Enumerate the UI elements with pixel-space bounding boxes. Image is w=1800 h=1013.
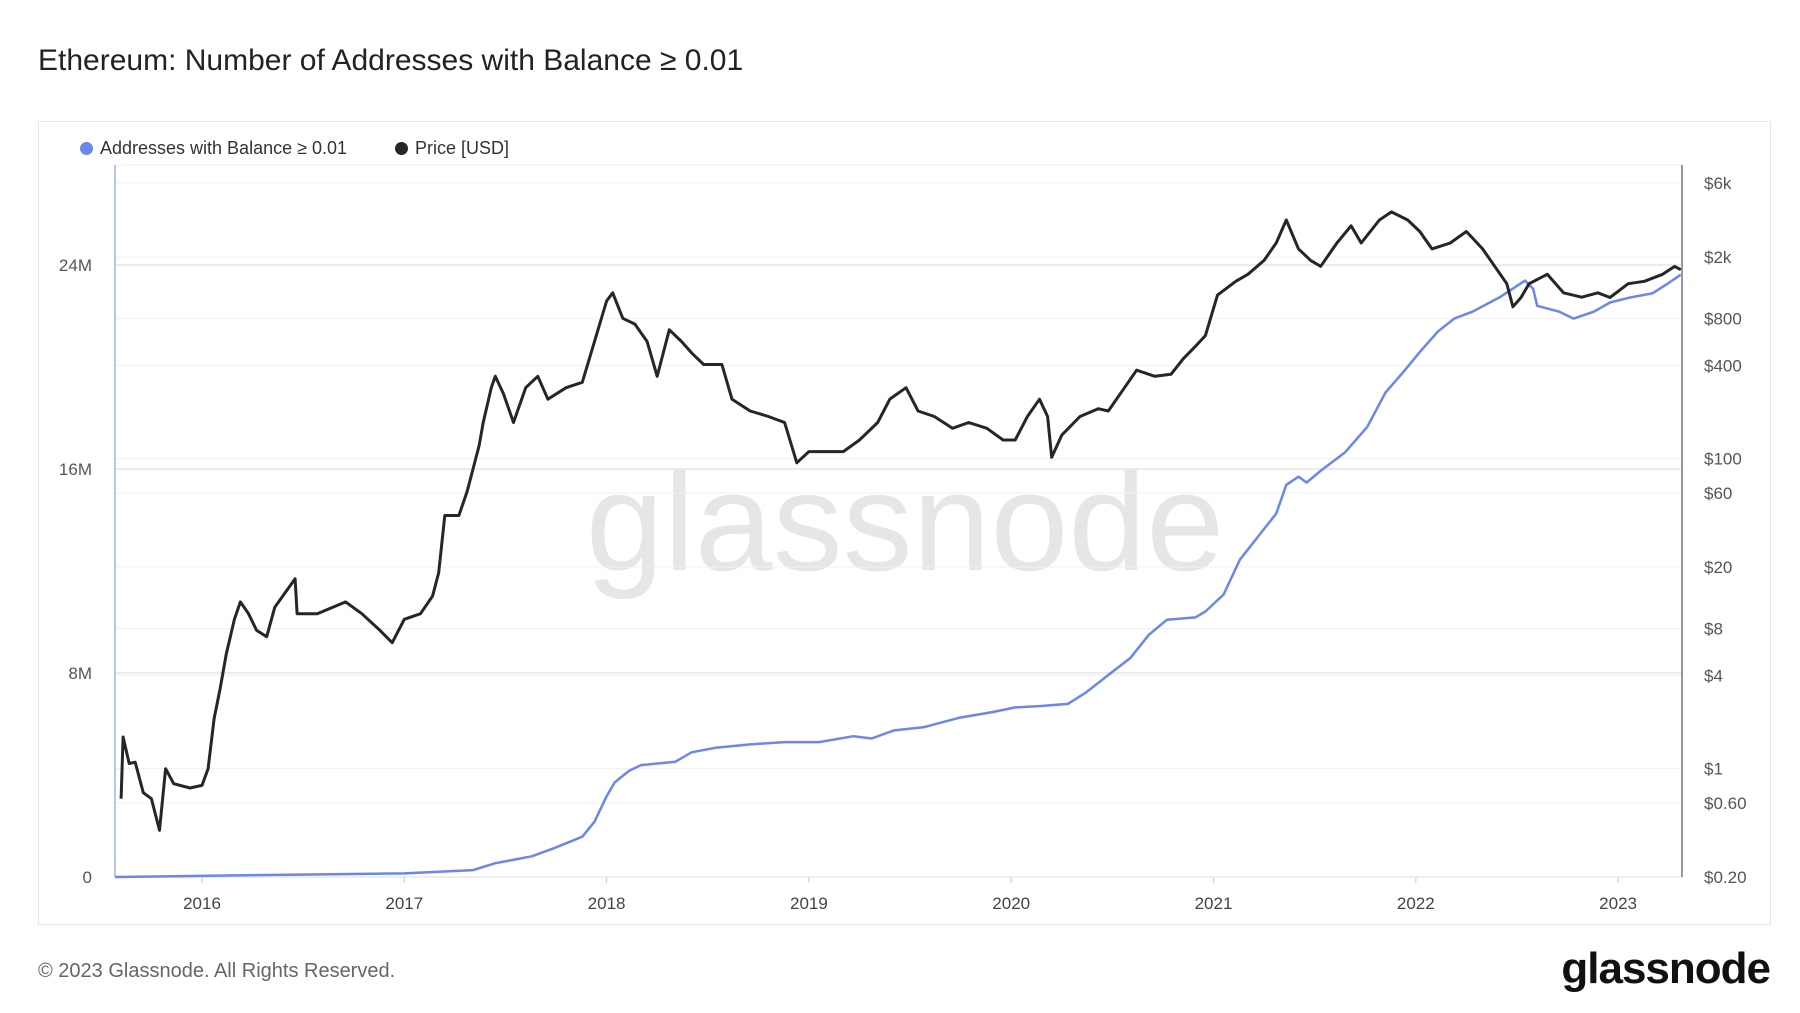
y-right-tick-label: $100 (1704, 450, 1742, 469)
axes: 0 8M 16M 24M $0.20 $0.60 $1 $4 $8 $20 $60 $100 $400 $… (59, 165, 1747, 913)
watermark: glassnode (586, 443, 1224, 600)
x-tick-label: 2017 (385, 894, 423, 913)
y-left-tick-label: 0 (83, 868, 92, 887)
y-right-tick-label: $2k (1704, 248, 1732, 267)
chart-frame (38, 121, 1771, 925)
y-right-tick-label: $60 (1704, 484, 1732, 503)
x-tick-label: 2022 (1397, 894, 1435, 913)
y-right-tick-label: $800 (1704, 310, 1742, 329)
glassnode-logo[interactable]: glassnode (1561, 944, 1771, 993)
addresses-series-line (114, 273, 1682, 879)
addresses-dot-icon (80, 142, 93, 155)
x-tick-label: 2021 (1195, 894, 1233, 913)
series-lines (114, 210, 1682, 879)
copyright-footer: © 2023 Glassnode. All Rights Reserved. (38, 960, 396, 982)
y-left-tick-label: 8M (68, 664, 92, 683)
y-right-tick-label: $1 (1704, 760, 1723, 779)
price-dot-icon (395, 142, 409, 155)
legend: Addresses with Balance ≥ 0.01 Price [USD… (80, 138, 509, 159)
legend-label: Addresses with Balance ≥ 0.01 (100, 138, 348, 158)
x-tick-label: 2019 (790, 894, 828, 913)
legend-item-addresses[interactable]: Addresses with Balance ≥ 0.01 (80, 138, 347, 159)
legend-item-price[interactable]: Price [USD] (395, 138, 509, 159)
y-right-tick-label: $400 (1704, 356, 1742, 375)
y-right-tick-label: $0.20 (1704, 868, 1747, 887)
y-left-tick-label: 24M (59, 256, 92, 275)
y-right-tick-label: $8 (1704, 620, 1723, 639)
price-series-line (119, 210, 1682, 832)
y-right-tick-label: $6k (1704, 174, 1732, 193)
x-tick-label: 2023 (1599, 894, 1637, 913)
x-tick-label: 2020 (992, 894, 1030, 913)
y-right-tick-label: $4 (1704, 666, 1723, 685)
y-left-tick-label: 16M (59, 460, 92, 479)
y-right-tick-label: $20 (1704, 558, 1732, 577)
x-tick-label: 2016 (183, 894, 221, 913)
y-right-tick-label: $0.60 (1704, 794, 1747, 813)
x-tick-label: 2018 (588, 894, 626, 913)
legend-label: Price [USD] (415, 138, 510, 158)
chart-title: Ethereum: Number of Addresses with Balan… (38, 44, 744, 77)
